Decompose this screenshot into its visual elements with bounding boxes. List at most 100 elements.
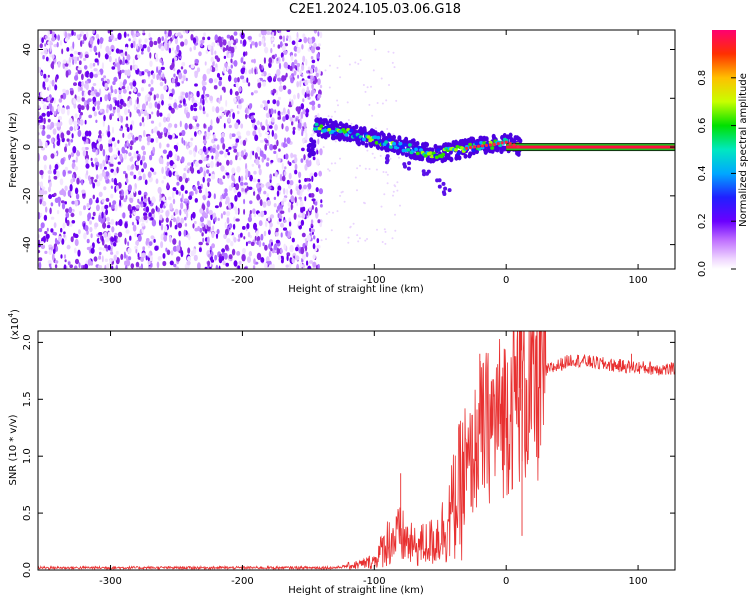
noise-blob: [110, 33, 114, 41]
noise-blob: [145, 206, 150, 213]
noise-speck: [347, 236, 350, 239]
noise-speck: [384, 230, 387, 233]
noise-blob: [71, 133, 74, 139]
noise-blob: [58, 98, 63, 103]
secondary-trace-blob: [441, 181, 446, 186]
noise-speck: [352, 222, 355, 225]
noise-blob: [306, 210, 309, 216]
noise-blob: [47, 118, 51, 123]
noise-blob: [276, 69, 281, 77]
trace-core: [488, 140, 493, 145]
noise-blob: [190, 137, 194, 141]
noise-blob: [39, 140, 43, 148]
noise-blob: [207, 253, 212, 258]
noise-blob: [141, 168, 145, 173]
noise-blob: [142, 44, 147, 49]
noise-blob: [60, 94, 64, 99]
noise-blob: [185, 77, 188, 82]
noise-blob: [188, 123, 193, 130]
noise-blob: [313, 235, 316, 240]
noise-blob: [207, 131, 211, 137]
noise-blob: [284, 171, 287, 176]
noise-blob: [257, 213, 261, 217]
noise-blob: [132, 224, 137, 232]
trace-halo: [518, 138, 523, 144]
noise-blob: [169, 203, 173, 210]
noise-speck: [339, 194, 342, 197]
noise-speck: [347, 119, 350, 121]
noise-blob: [151, 128, 154, 134]
noise-blob: [260, 104, 264, 109]
noise-speck: [366, 238, 368, 240]
noise-blob: [266, 193, 269, 198]
noise-speck: [349, 226, 352, 229]
noise-blob: [273, 196, 277, 200]
noise-blob: [76, 150, 81, 157]
trace-peak: [476, 144, 481, 148]
noise-blob: [227, 151, 231, 156]
noise-speck: [386, 173, 389, 176]
noise-blob: [96, 174, 99, 180]
noise-blob: [141, 155, 146, 162]
noise-blob: [43, 164, 47, 171]
noise-blob: [305, 108, 310, 113]
noise-blob: [188, 149, 193, 155]
noise-blob: [89, 47, 93, 52]
noise-blob: [43, 154, 48, 161]
noise-blob: [129, 145, 133, 151]
noise-blob: [301, 232, 306, 238]
noise-speck: [334, 162, 337, 165]
noise-blob: [141, 253, 146, 258]
noise-blob: [250, 43, 252, 49]
noise-blob: [54, 76, 58, 83]
noise-blob: [125, 195, 128, 200]
noise-blob: [235, 142, 238, 148]
noise-blob: [310, 67, 314, 75]
noise-blob: [81, 146, 86, 151]
noise-blob: [38, 111, 41, 117]
noise-blob: [92, 182, 96, 189]
noise-blob: [243, 149, 247, 153]
noise-blob: [149, 60, 153, 67]
noise-blob: [231, 182, 234, 188]
noise-blob: [108, 139, 113, 145]
noise-blob: [268, 57, 273, 64]
noise-blob: [226, 112, 229, 117]
noise-blob: [243, 208, 246, 215]
noise-blob: [230, 64, 233, 69]
noise-blob: [258, 127, 261, 134]
noise-blob: [62, 222, 66, 229]
noise-blob: [56, 41, 59, 48]
noise-blob: [243, 236, 246, 240]
noise-blob: [311, 205, 314, 210]
noise-blob: [120, 49, 124, 53]
noise-blob: [111, 137, 116, 142]
noise-blob: [233, 237, 237, 243]
noise-blob: [278, 62, 282, 70]
trace-halo: [361, 140, 366, 146]
trace-peak: [496, 142, 500, 146]
noise-blob: [316, 150, 319, 155]
noise-blob: [43, 117, 46, 125]
noise-blob: [315, 211, 319, 219]
noise-blob: [136, 150, 139, 154]
noise-blob: [189, 141, 193, 147]
noise-blob: [215, 67, 219, 72]
trace-peak: [492, 142, 496, 146]
noise-speck: [391, 61, 394, 64]
noise-blob: [319, 31, 323, 39]
noise-blob: [65, 211, 70, 219]
svg-text:(x104): (x104): [7, 309, 21, 340]
noise-blob: [169, 260, 174, 266]
noise-blob: [282, 227, 288, 231]
noise-blob: [306, 160, 311, 168]
noise-blob: [93, 68, 98, 72]
noise-blob: [221, 248, 226, 253]
trace-core: [457, 151, 461, 155]
noise-blob: [288, 35, 292, 43]
noise-blob: [112, 126, 114, 134]
noise-blob: [282, 197, 287, 203]
noise-blob: [268, 186, 272, 190]
noise-blob: [45, 56, 49, 62]
noise-blob: [318, 170, 323, 177]
